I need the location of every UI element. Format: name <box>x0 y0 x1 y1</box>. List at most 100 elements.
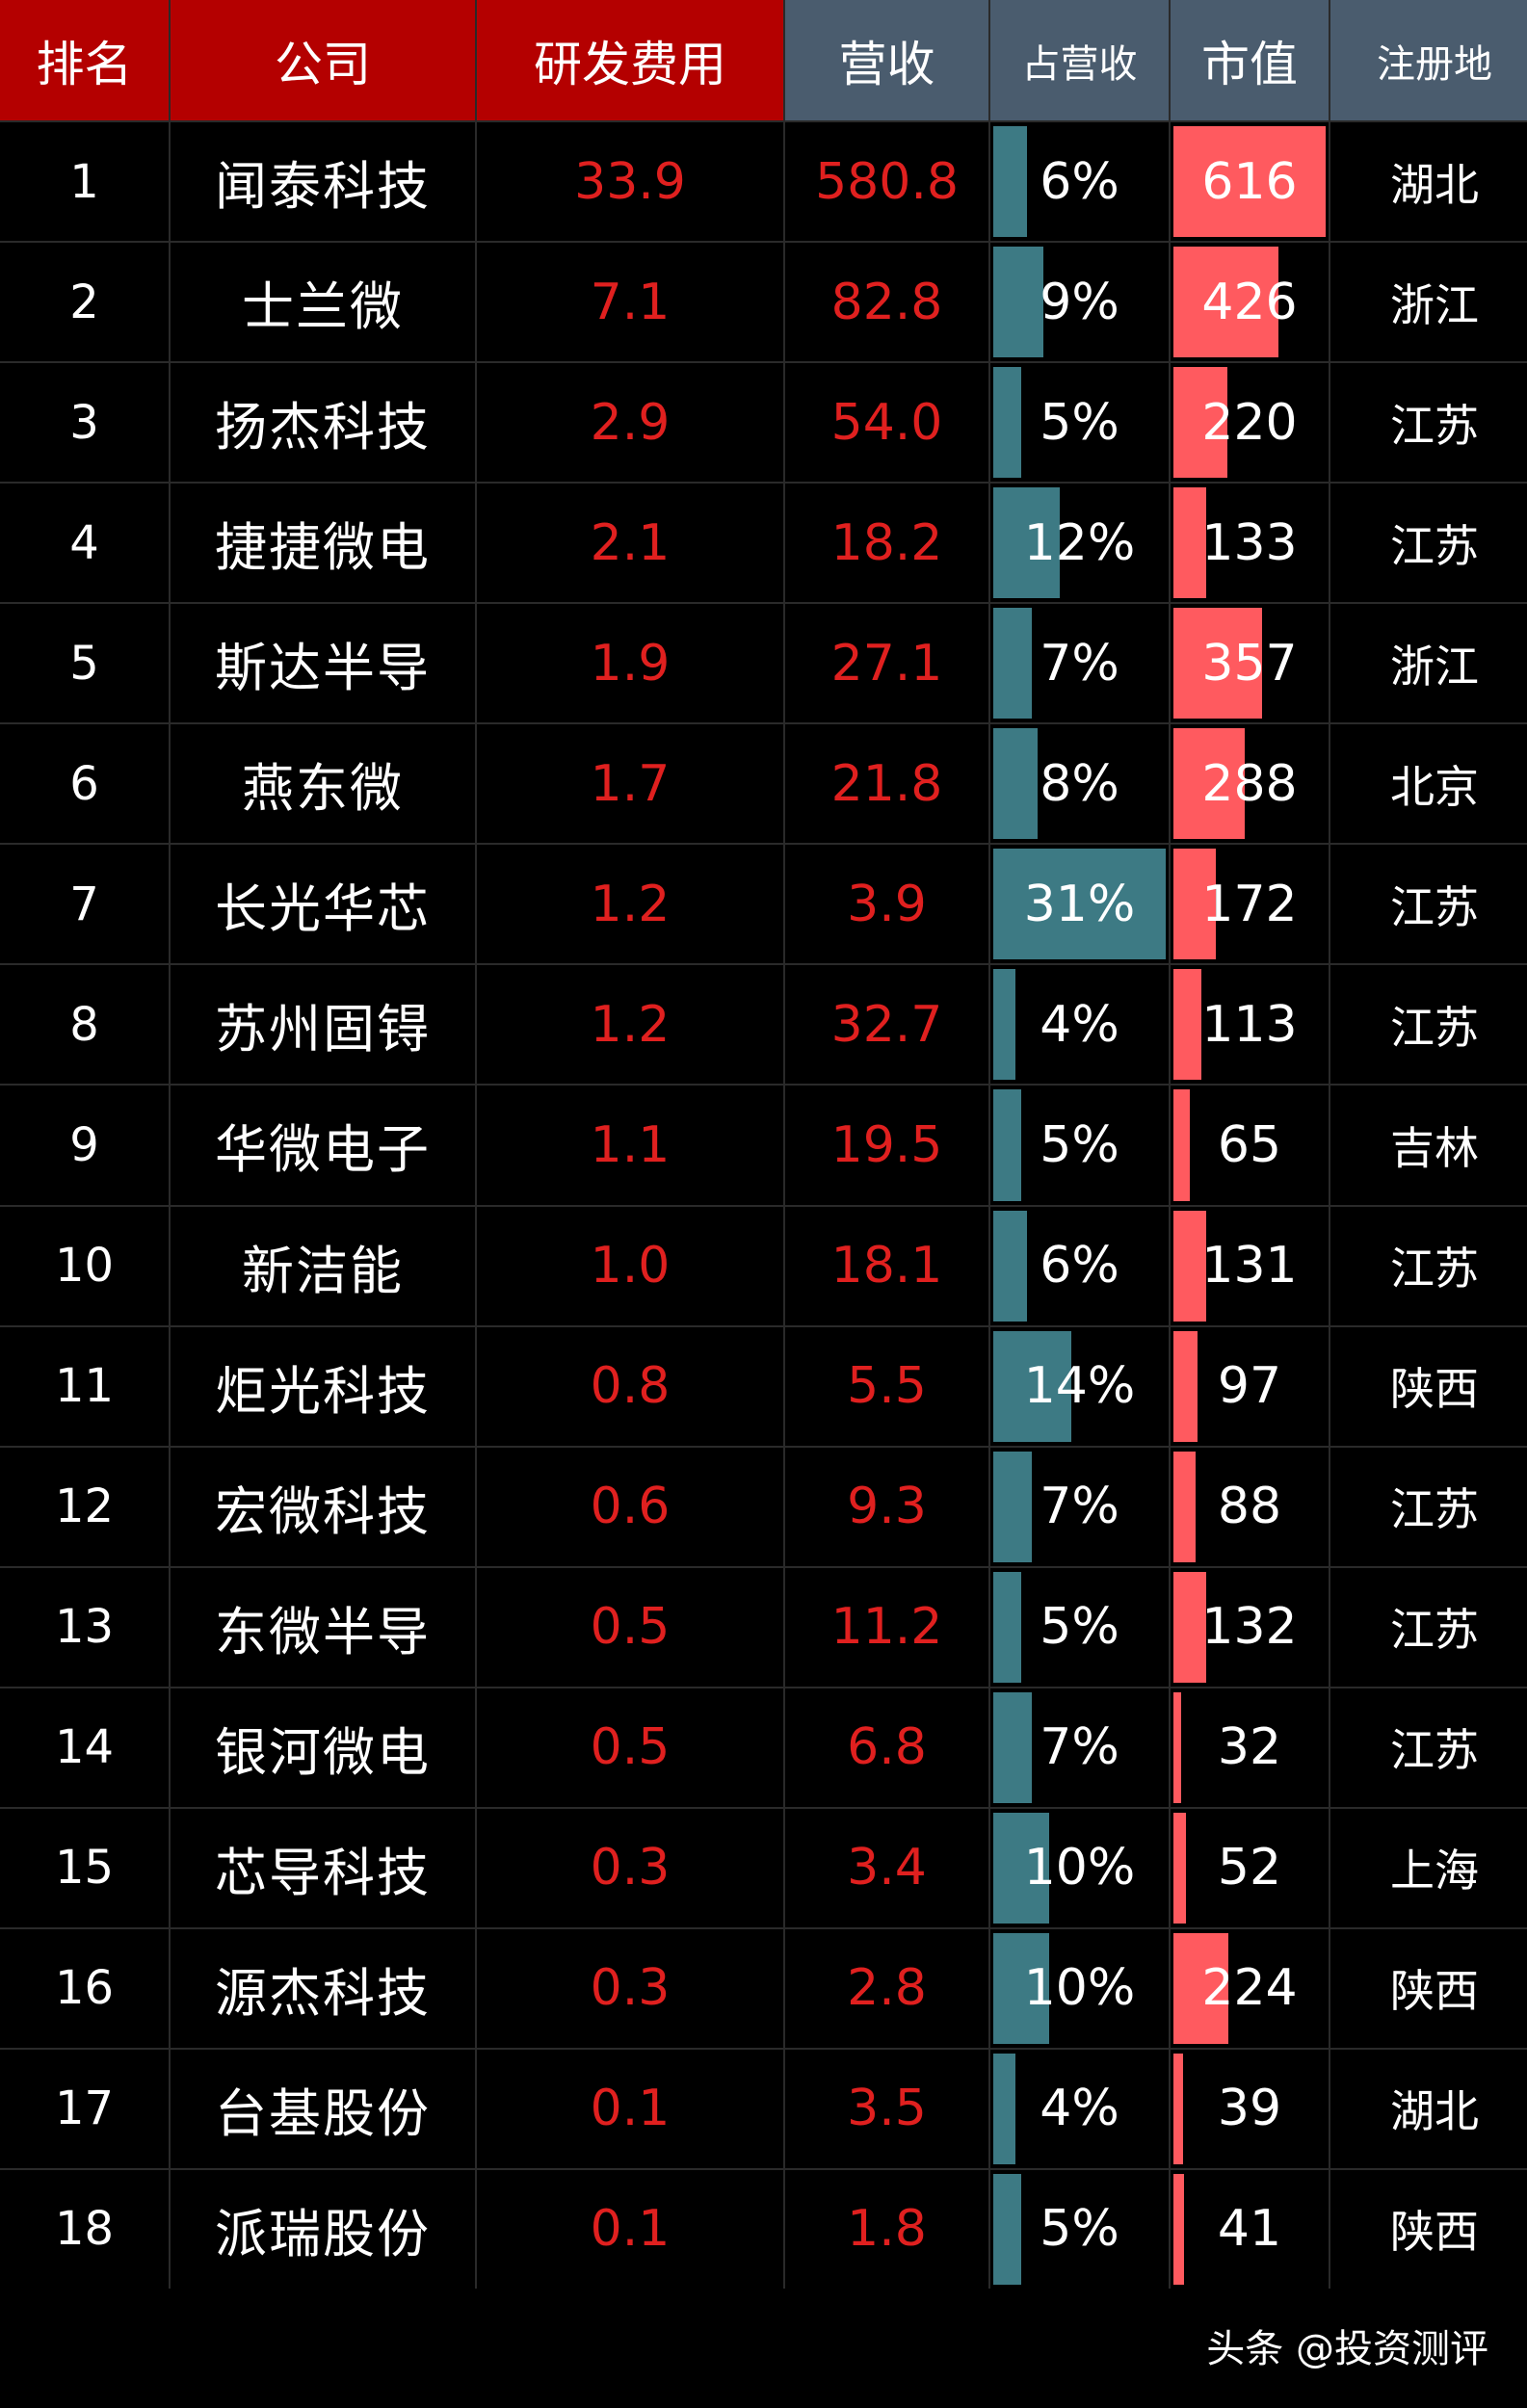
market-cap-cell: 357 <box>1171 604 1329 723</box>
rd-ratio-cell: 5% <box>990 2169 1169 2289</box>
rd-ratio-cell: 7% <box>990 1447 1169 1566</box>
rd-ratio-bar <box>993 1932 1049 2044</box>
market-cap-bar <box>1173 247 1279 358</box>
revenue-cell: 82.8 <box>785 243 988 362</box>
company-cell: 士兰微 <box>171 243 475 362</box>
header-company: 公司 <box>171 0 475 120</box>
company-cell: 东微半导 <box>171 1567 475 1687</box>
rd-ratio-bar <box>993 1330 1071 1442</box>
revenue-cell: 27.1 <box>785 604 988 723</box>
rank-cell: 4 <box>0 484 169 603</box>
revenue-cell: 21.8 <box>785 724 988 844</box>
rd-ratio-cell: 9% <box>990 243 1169 362</box>
market-cap-label: 616 <box>1201 152 1298 211</box>
market-cap-cell: 220 <box>1171 363 1329 483</box>
rd-ratio-label: 5% <box>1040 2200 1119 2259</box>
rd-ratio-cell: 6% <box>990 1206 1169 1325</box>
rd-expense-cell: 0.1 <box>477 2169 783 2289</box>
rank-cell: 1 <box>0 122 169 242</box>
market-cap-cell: 426 <box>1171 243 1329 362</box>
rd-ratio-label: 14% <box>1023 1357 1136 1416</box>
rank-cell: 3 <box>0 363 169 483</box>
market-cap-cell: 288 <box>1171 724 1329 844</box>
rd-ratio-bar <box>993 487 1061 599</box>
market-cap-bar <box>1173 1932 1229 2044</box>
rank-cell: 5 <box>0 604 169 723</box>
market-cap-bar <box>1173 1089 1190 1201</box>
rd-ratio-cell: 5% <box>990 363 1169 483</box>
market-cap-bar <box>1173 487 1207 599</box>
market-cap-bar <box>1173 126 1326 238</box>
rd-ratio-label: 4% <box>1040 2080 1119 2138</box>
company-cell: 捷捷微电 <box>171 484 475 603</box>
rd-ranking-table: 排名 公司 研发费用 营收 占营收 市值 注册地 1 闻泰科技 33.9 580.8 6… <box>0 0 1527 2289</box>
header-market-cap: 市值 <box>1171 0 1329 120</box>
rd-expense-cell: 1.0 <box>477 1206 783 1325</box>
rank-cell: 7 <box>0 845 169 964</box>
rd-ratio-cell: 7% <box>990 1688 1169 1807</box>
market-cap-cell: 97 <box>1171 1326 1329 1446</box>
company-cell: 燕东微 <box>171 724 475 844</box>
region-cell: 湖北 <box>1330 2049 1527 2168</box>
region-cell: 湖北 <box>1330 122 1527 242</box>
rank-cell: 2 <box>0 243 169 362</box>
market-cap-cell: 132 <box>1171 1567 1329 1687</box>
market-cap-label: 220 <box>1201 393 1298 452</box>
revenue-cell: 5.5 <box>785 1326 988 1446</box>
rd-ratio-label: 10% <box>1023 1959 1136 2018</box>
rd-ratio-label: 7% <box>1040 634 1119 693</box>
company-cell: 银河微电 <box>171 1688 475 1807</box>
rd-ratio-cell: 5% <box>990 1567 1169 1687</box>
company-cell: 苏州固锝 <box>171 965 475 1085</box>
market-cap-label: 426 <box>1201 273 1298 331</box>
market-cap-bar <box>1173 1812 1187 1924</box>
market-cap-cell: 41 <box>1171 2169 1329 2289</box>
watermark: 头条 @投资测评 <box>1206 2327 1488 2371</box>
region-cell: 江苏 <box>1330 1447 1527 1566</box>
rd-expense-cell: 1.2 <box>477 965 783 1085</box>
market-cap-cell: 32 <box>1171 1688 1329 1807</box>
market-cap-cell: 172 <box>1171 845 1329 964</box>
market-cap-label: 41 <box>1217 2200 1282 2259</box>
region-cell: 上海 <box>1330 1808 1527 1927</box>
revenue-cell: 580.8 <box>785 122 988 242</box>
market-cap-label: 32 <box>1217 1718 1282 1777</box>
rank-cell: 6 <box>0 724 169 844</box>
rank-cell: 12 <box>0 1447 169 1566</box>
region-cell: 江苏 <box>1330 363 1527 483</box>
region-cell: 陕西 <box>1330 1326 1527 1446</box>
rd-ratio-bar <box>993 608 1033 720</box>
rd-ratio-label: 31% <box>1023 875 1136 933</box>
company-cell: 台基股份 <box>171 2049 475 2168</box>
revenue-cell: 6.8 <box>785 1688 988 1807</box>
region-cell: 江苏 <box>1330 845 1527 964</box>
company-cell: 源杰科技 <box>171 1928 475 2048</box>
rd-ratio-label: 6% <box>1040 152 1119 211</box>
rd-expense-cell: 0.3 <box>477 1808 783 1927</box>
rd-ratio-bar <box>993 367 1021 479</box>
market-cap-label: 131 <box>1201 1237 1298 1296</box>
rd-ratio-cell: 10% <box>990 1808 1169 1927</box>
rd-ratio-bar <box>993 1812 1049 1924</box>
market-cap-bar <box>1173 2173 1184 2285</box>
company-cell: 芯导科技 <box>171 1808 475 1927</box>
header-revenue: 营收 <box>785 0 988 120</box>
rd-ratio-cell: 12% <box>990 484 1169 603</box>
region-cell: 江苏 <box>1330 484 1527 603</box>
market-cap-label: 172 <box>1201 875 1298 933</box>
company-cell: 新洁能 <box>171 1206 475 1325</box>
market-cap-label: 133 <box>1201 513 1298 572</box>
revenue-cell: 3.4 <box>785 1808 988 1927</box>
rd-ratio-label: 9% <box>1040 273 1119 331</box>
rd-expense-cell: 0.1 <box>477 2049 783 2168</box>
market-cap-cell: 88 <box>1171 1447 1329 1566</box>
rd-expense-cell: 2.9 <box>477 363 783 483</box>
market-cap-bar <box>1173 728 1245 840</box>
rd-ratio-label: 7% <box>1040 1718 1119 1777</box>
market-cap-cell: 616 <box>1171 122 1329 242</box>
rd-ratio-label: 5% <box>1040 393 1119 452</box>
market-cap-bar <box>1173 367 1228 479</box>
rd-expense-cell: 1.2 <box>477 845 783 964</box>
rank-cell: 10 <box>0 1206 169 1325</box>
rank-cell: 11 <box>0 1326 169 1446</box>
